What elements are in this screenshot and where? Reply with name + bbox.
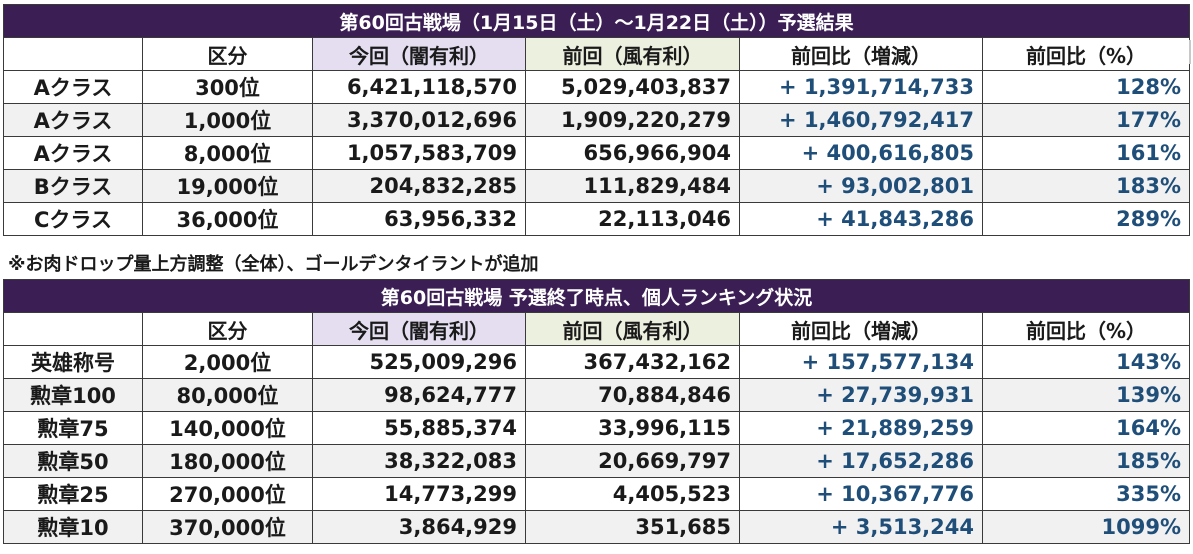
header-diff: 前回比（増減） bbox=[739, 37, 983, 71]
header-empty bbox=[3, 312, 143, 346]
rank-cutoff: 8,000位 bbox=[142, 136, 313, 170]
diff-value: + 17,652,286 bbox=[739, 444, 983, 478]
header-percent: 前回比（%） bbox=[981, 37, 1191, 71]
header-empty bbox=[3, 37, 143, 71]
rank-cutoff: 80,000位 bbox=[142, 378, 313, 412]
current-value: 63,956,332 bbox=[312, 202, 526, 236]
header-previous: 前回（風有利） bbox=[525, 37, 740, 71]
rank-cutoff: 1,000位 bbox=[142, 103, 313, 137]
previous-value: 20,669,797 bbox=[525, 444, 740, 478]
previous-value: 656,966,904 bbox=[525, 136, 740, 170]
current-value: 6,421,118,570 bbox=[312, 70, 526, 104]
table-row: Cクラス 36,000位 63,956,332 22,113,046 + 41,843,… bbox=[3, 202, 1191, 236]
diff-value: + 3,513,244 bbox=[739, 510, 983, 544]
row-label: Cクラス bbox=[3, 202, 143, 236]
row-label: Aクラス bbox=[3, 70, 143, 104]
diff-value: + 27,739,931 bbox=[739, 378, 983, 412]
rank-cutoff: 270,000位 bbox=[142, 477, 313, 511]
diff-value: + 157,577,134 bbox=[739, 345, 983, 379]
percent-value: 164% bbox=[981, 411, 1191, 445]
percent-value: 185% bbox=[981, 444, 1191, 478]
previous-value: 4,405,523 bbox=[525, 477, 740, 511]
percent-value: 143% bbox=[981, 345, 1191, 379]
row-label: Bクラス bbox=[3, 169, 143, 203]
previous-value: 22,113,046 bbox=[525, 202, 740, 236]
percent-value: 289% bbox=[981, 202, 1191, 236]
rank-cutoff: 180,000位 bbox=[142, 444, 313, 478]
rank-cutoff: 370,000位 bbox=[142, 510, 313, 544]
table-row: Aクラス 1,000位 3,370,012,696 1,909,220,279 + 1,… bbox=[3, 103, 1191, 137]
header-previous: 前回（風有利） bbox=[525, 312, 740, 346]
diff-value: + 21,889,259 bbox=[739, 411, 983, 445]
row-label: 英雄称号 bbox=[3, 345, 143, 379]
row-label: 勲章50 bbox=[3, 444, 143, 478]
sheet-edge-line bbox=[1189, 40, 1191, 64]
diff-value: + 41,843,286 bbox=[739, 202, 983, 236]
current-value: 3,370,012,696 bbox=[312, 103, 526, 137]
previous-value: 70,884,846 bbox=[525, 378, 740, 412]
table-row: Bクラス 19,000位 204,832,285 111,829,484 + 93,00… bbox=[3, 169, 1191, 203]
current-value: 525,009,296 bbox=[312, 345, 526, 379]
percent-value: 128% bbox=[981, 70, 1191, 104]
table-row: 勲章100 80,000位 98,624,777 70,884,846 + 27,739… bbox=[3, 378, 1191, 412]
rank-cutoff: 2,000位 bbox=[142, 345, 313, 379]
rank-cutoff: 36,000位 bbox=[142, 202, 313, 236]
percent-value: 183% bbox=[981, 169, 1191, 203]
rank-cutoff: 140,000位 bbox=[142, 411, 313, 445]
header-category: 区分 bbox=[142, 312, 313, 346]
header-category: 区分 bbox=[142, 37, 313, 71]
current-value: 1,057,583,709 bbox=[312, 136, 526, 170]
header-current: 今回（闇有利） bbox=[312, 312, 526, 346]
qualifier-results-table: 第60回古戦場（1月15日（土）～1月22日（土））予選結果 区分 今回（闇有利… bbox=[2, 4, 1191, 236]
header-diff: 前回比（増減） bbox=[739, 312, 983, 346]
diff-value: + 93,002,801 bbox=[739, 169, 983, 203]
note-text: ※お肉ドロップ量上方調整（全体）、ゴールデンタイラントが追加 bbox=[8, 254, 539, 275]
current-value: 55,885,374 bbox=[312, 411, 526, 445]
header-current: 今回（闇有利） bbox=[312, 37, 526, 71]
rank-cutoff: 300位 bbox=[142, 70, 313, 104]
percent-value: 139% bbox=[981, 378, 1191, 412]
row-label: 勲章100 bbox=[3, 378, 143, 412]
individual-ranking-table: 第60回古戦場 予選終了時点、個人ランキング状況 区分 今回（闇有利） 前回（風… bbox=[2, 279, 1191, 544]
row-label: 勲章25 bbox=[3, 477, 143, 511]
table-row: 勲章75 140,000位 55,885,374 33,996,115 + 21,889… bbox=[3, 411, 1191, 445]
current-value: 14,773,299 bbox=[312, 477, 526, 511]
diff-value: + 10,367,776 bbox=[739, 477, 983, 511]
table-row: Aクラス 8,000位 1,057,583,709 656,966,904 + 400,… bbox=[3, 136, 1191, 170]
previous-value: 1,909,220,279 bbox=[525, 103, 740, 137]
rank-cutoff: 19,000位 bbox=[142, 169, 313, 203]
current-value: 98,624,777 bbox=[312, 378, 526, 412]
qualifier-results-title: 第60回古戦場（1月15日（土）～1月22日（土））予選結果 bbox=[2, 4, 1191, 38]
diff-value: + 400,616,805 bbox=[739, 136, 983, 170]
row-label: Aクラス bbox=[3, 136, 143, 170]
row-label: Aクラス bbox=[3, 103, 143, 137]
percent-value: 335% bbox=[981, 477, 1191, 511]
percent-value: 1099% bbox=[981, 510, 1191, 544]
current-value: 38,322,083 bbox=[312, 444, 526, 478]
individual-ranking-title: 第60回古戦場 予選終了時点、個人ランキング状況 bbox=[2, 279, 1191, 313]
current-value: 204,832,285 bbox=[312, 169, 526, 203]
current-value: 3,864,929 bbox=[312, 510, 526, 544]
previous-value: 5,029,403,837 bbox=[525, 70, 740, 104]
table-row: 勲章25 270,000位 14,773,299 4,405,523 + 10,367,… bbox=[3, 477, 1191, 511]
row-label: 勲章75 bbox=[3, 411, 143, 445]
previous-value: 33,996,115 bbox=[525, 411, 740, 445]
previous-value: 367,432,162 bbox=[525, 345, 740, 379]
diff-value: + 1,460,792,417 bbox=[739, 103, 983, 137]
row-label: 勲章10 bbox=[3, 510, 143, 544]
diff-value: + 1,391,714,733 bbox=[739, 70, 983, 104]
previous-value: 111,829,484 bbox=[525, 169, 740, 203]
header-percent: 前回比（%） bbox=[981, 312, 1191, 346]
table-row: Aクラス 300位 6,421,118,570 5,029,403,837 + 1,39… bbox=[3, 70, 1191, 104]
table-row: 勲章10 370,000位 3,864,929 351,685 + 3,513,244 1… bbox=[3, 510, 1191, 544]
table-row: 勲章50 180,000位 38,322,083 20,669,797 + 17,652… bbox=[3, 444, 1191, 478]
percent-value: 161% bbox=[981, 136, 1191, 170]
previous-value: 351,685 bbox=[525, 510, 740, 544]
table-row: 英雄称号 2,000位 525,009,296 367,432,162 + 157,57… bbox=[3, 345, 1191, 379]
percent-value: 177% bbox=[981, 103, 1191, 137]
